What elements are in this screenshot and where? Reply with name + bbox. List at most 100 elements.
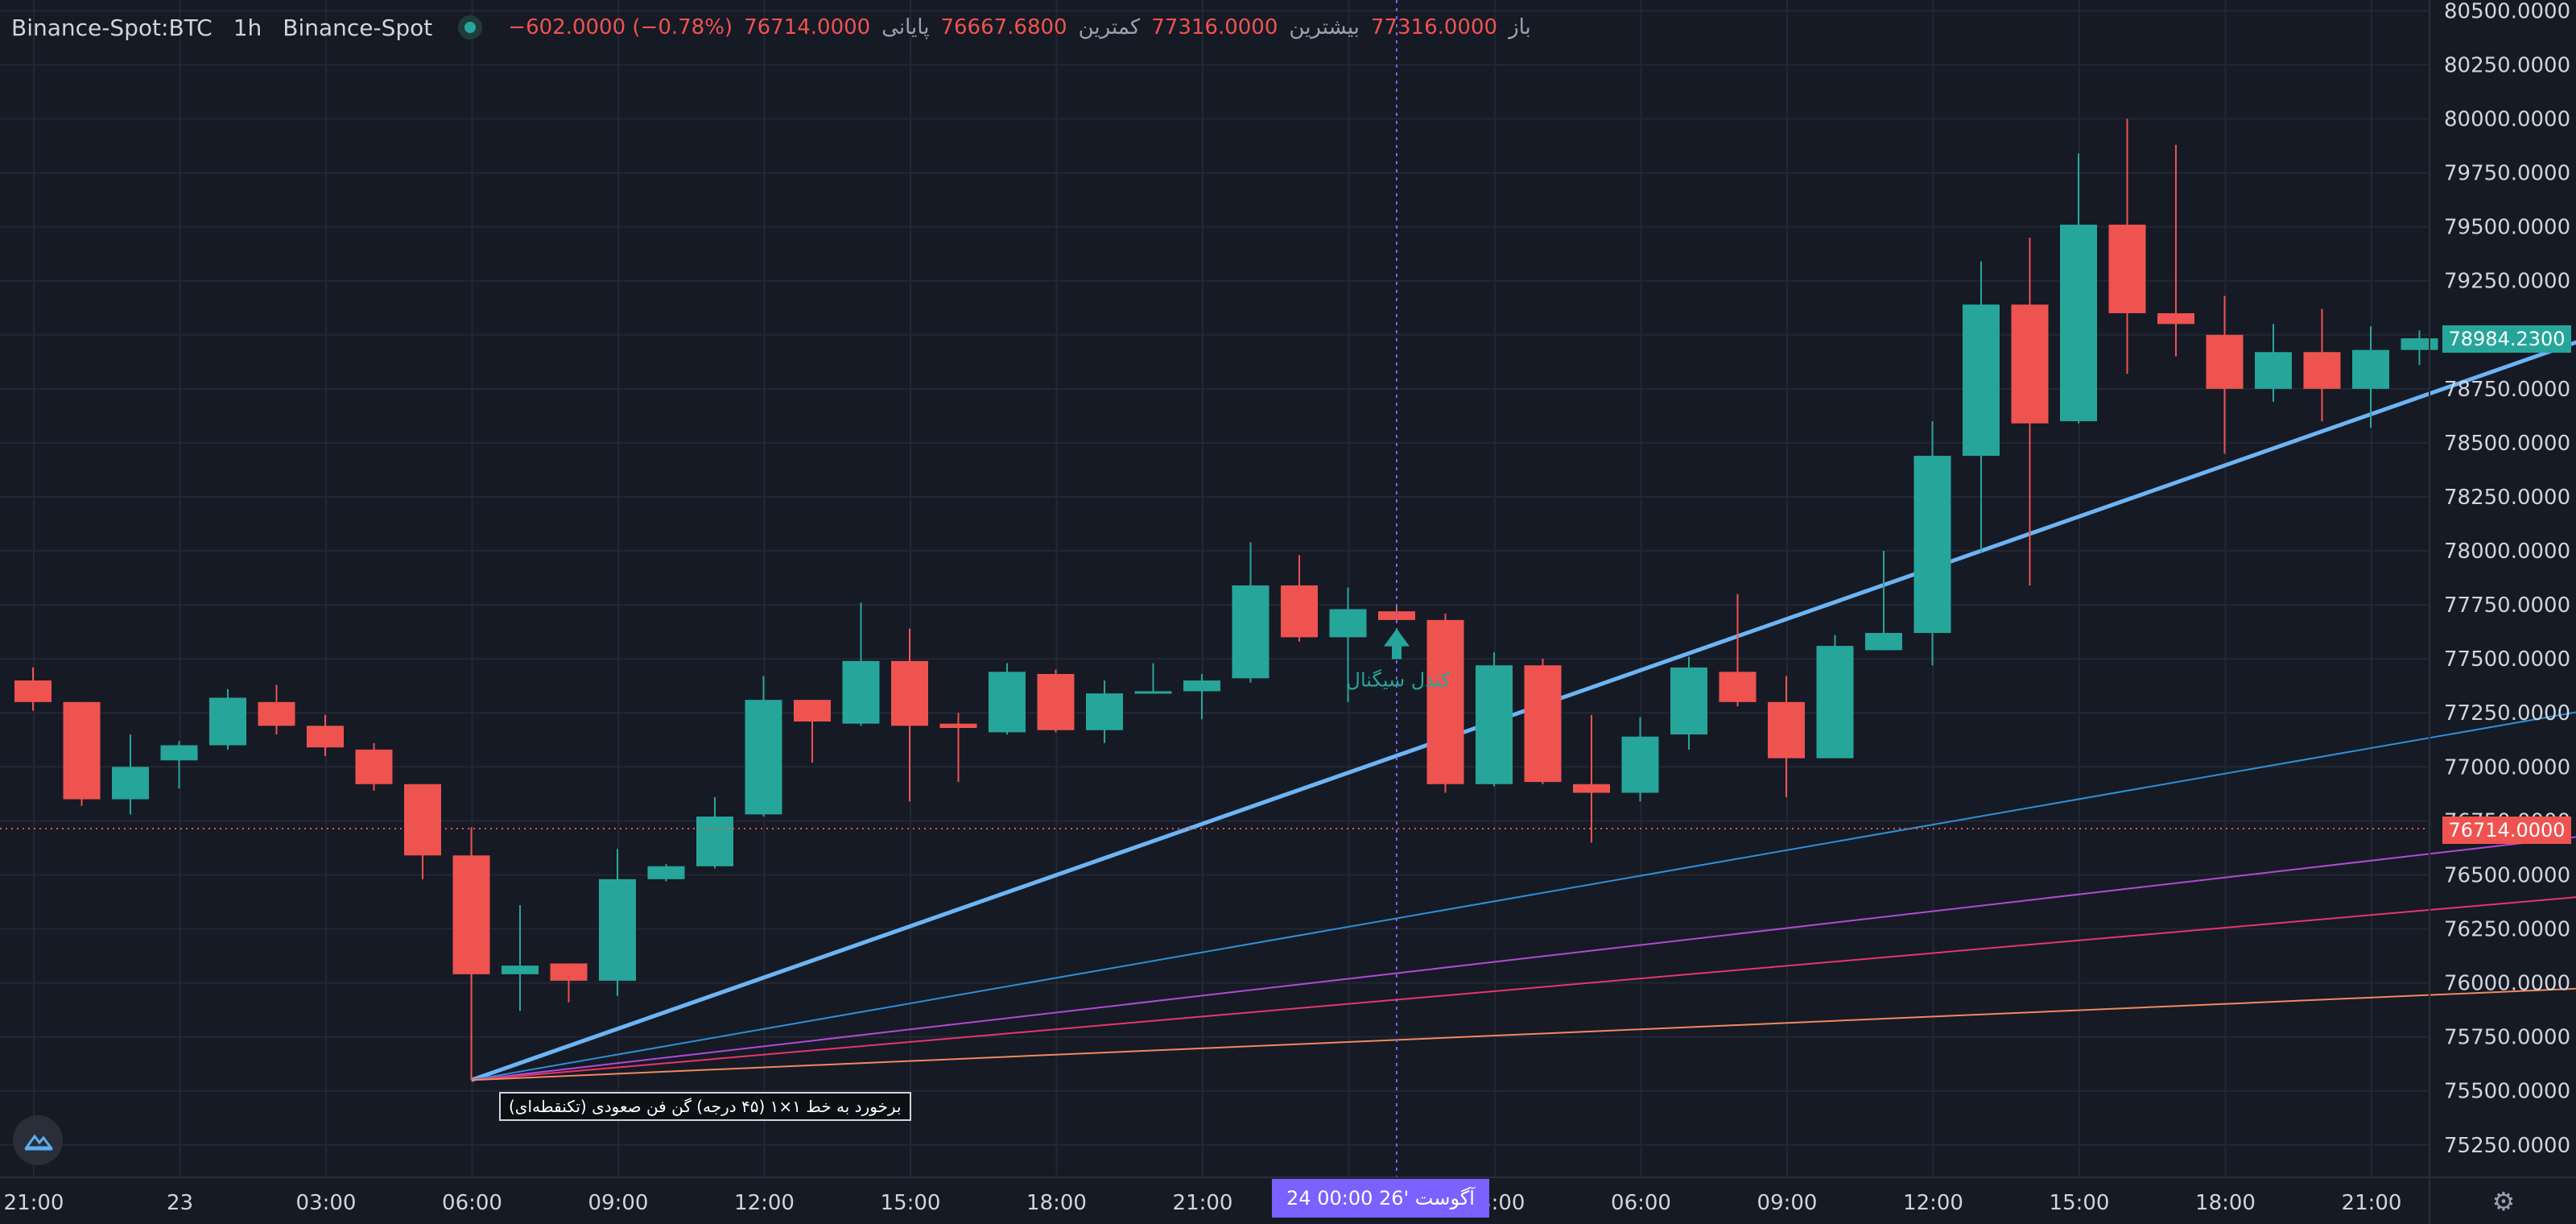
candle-body[interactable] — [1524, 665, 1562, 783]
y-tick-label: 79250.0000 — [2444, 270, 2570, 294]
y-tick-label: 78750.0000 — [2444, 378, 2570, 402]
candle-body[interactable] — [2060, 224, 2097, 422]
candle-body[interactable] — [14, 680, 52, 702]
candle-body[interactable] — [452, 855, 490, 974]
y-tick-label: 80500.0000 — [2444, 0, 2570, 23]
y-tick-label: 80250.0000 — [2444, 53, 2570, 77]
gann-fan-line-1x8[interactable] — [471, 985, 2576, 1081]
candle-body[interactable] — [1037, 673, 1075, 730]
gann-fan-line-1x3[interactable] — [471, 827, 2576, 1081]
grid — [0, 0, 2429, 1177]
candle-body[interactable] — [209, 697, 246, 746]
x-tick-label: 03:00 — [296, 1191, 357, 1215]
candle-body[interactable] — [599, 879, 636, 981]
candle-body[interactable] — [307, 726, 344, 748]
candle-body[interactable] — [989, 672, 1026, 733]
last-price-badge: 78984.2300 — [2442, 325, 2571, 353]
symbol-name[interactable]: Binance-Spot:BTC — [11, 14, 213, 41]
y-tick-label: 76000.0000 — [2444, 972, 2570, 996]
candle-body[interactable] — [891, 660, 928, 726]
x-tick-label: 15:00 — [881, 1191, 941, 1215]
arrow-up-icon[interactable] — [1384, 628, 1410, 660]
x-tick-label: 21:00 — [2342, 1191, 2402, 1215]
candle-body[interactable] — [63, 701, 101, 800]
candle-body[interactable] — [355, 749, 393, 784]
x-tick-label: 18:00 — [1026, 1191, 1087, 1215]
candle-body[interactable] — [160, 745, 198, 761]
gear-icon[interactable]: ⚙ — [2491, 1186, 2516, 1217]
candle-body[interactable] — [2352, 349, 2389, 389]
timeframe-label[interactable]: 1h — [233, 14, 262, 41]
candle-body[interactable] — [1816, 646, 1854, 759]
candle-body[interactable] — [1865, 632, 1902, 651]
candle-body[interactable] — [2011, 304, 2049, 424]
candle-body[interactable] — [1378, 611, 1415, 620]
ohlc-change: −602.0000 (−0.78%) — [508, 15, 733, 39]
candle-body[interactable] — [258, 701, 295, 726]
candle-body[interactable] — [2108, 224, 2146, 313]
y-tick-label: 77000.0000 — [2444, 755, 2570, 779]
x-tick-label: 12:00 — [1903, 1191, 1963, 1215]
candle-body[interactable] — [939, 723, 977, 729]
candle-body[interactable] — [842, 660, 880, 724]
candle-body[interactable] — [1329, 609, 1367, 638]
candle-body[interactable] — [2157, 312, 2194, 325]
gann-fan-line-1x4[interactable] — [471, 890, 2576, 1081]
overlays: کندل سیگنال — [0, 0, 2429, 1177]
candle-body[interactable] — [1281, 585, 1318, 638]
candle-body[interactable] — [2401, 338, 2438, 350]
y-tick-label: 77500.0000 — [2444, 647, 2570, 672]
market-status-icon — [458, 15, 483, 39]
candle-body[interactable] — [696, 817, 733, 866]
y-tick-label: 75250.0000 — [2444, 1134, 2570, 1158]
candle-body[interactable] — [794, 700, 831, 722]
candle-body[interactable] — [2206, 334, 2244, 389]
x-tick-label: 15:00 — [2050, 1191, 2110, 1215]
ohlc-high: 77316.0000 — [1151, 15, 1278, 39]
candle-body[interactable] — [647, 866, 685, 879]
candle-body[interactable] — [112, 767, 149, 800]
candle-body[interactable] — [1086, 693, 1123, 730]
candle-body[interactable] — [1963, 304, 2000, 457]
candle-body[interactable] — [1573, 784, 1610, 793]
candle-body[interactable] — [1476, 665, 1513, 784]
x-tick-label: 06:00 — [1611, 1191, 1671, 1215]
cloud-logo-icon[interactable] — [13, 1115, 63, 1165]
ohlc-close: 76714.0000 — [744, 15, 871, 39]
candle-body[interactable] — [550, 963, 588, 981]
symbol-legend: Binance-Spot:BTC 1h Binance-Spot −602.00… — [11, 10, 1531, 45]
candle-body[interactable] — [1134, 691, 1172, 694]
ohlc-values: −602.0000 (−0.78%) 76714.0000 پایانی 766… — [508, 15, 1531, 39]
candle-body[interactable] — [1913, 456, 1951, 633]
candle-body[interactable] — [1426, 619, 1464, 784]
x-tick-label: 06:00 — [442, 1191, 502, 1215]
x-tick-label: 21:00 — [4, 1191, 64, 1215]
candle-body[interactable] — [2255, 352, 2292, 389]
candle-body[interactable] — [1768, 701, 1805, 759]
candle-body[interactable] — [502, 966, 539, 974]
ohlc-high-label: بیشترین — [1289, 15, 1360, 39]
candle-body[interactable] — [1183, 680, 1220, 692]
gann-fan-line-1x1[interactable] — [470, 313, 2576, 1082]
candle-body[interactable] — [745, 700, 782, 815]
candle-body[interactable] — [404, 784, 441, 856]
y-tick-label: 75500.0000 — [2444, 1080, 2570, 1104]
gann-fan-line-1x2[interactable] — [471, 697, 2576, 1081]
candle-body[interactable] — [1670, 667, 1707, 735]
candle-body[interactable] — [1719, 672, 1757, 702]
y-tick-label: 76500.0000 — [2444, 863, 2570, 887]
candle-body[interactable] — [1232, 585, 1269, 679]
y-tick-label: 80000.0000 — [2444, 108, 2570, 132]
ohlc-open-label: باز — [1509, 15, 1531, 39]
y-tick-label: 77250.0000 — [2444, 701, 2570, 726]
y-tick-label: 78500.0000 — [2444, 432, 2570, 456]
candle-body[interactable] — [1621, 736, 1659, 793]
gann-note-label[interactable]: برخورد به خط ۱×۱ (۴۵ درجه) گن فن صعودی (… — [499, 1092, 911, 1121]
ohlc-low-label: کمترین — [1078, 15, 1141, 39]
x-tick-label: 23 — [167, 1191, 193, 1215]
x-tick-label: 09:00 — [588, 1191, 649, 1215]
candle-body[interactable] — [2303, 352, 2341, 389]
candles — [14, 118, 2438, 1081]
